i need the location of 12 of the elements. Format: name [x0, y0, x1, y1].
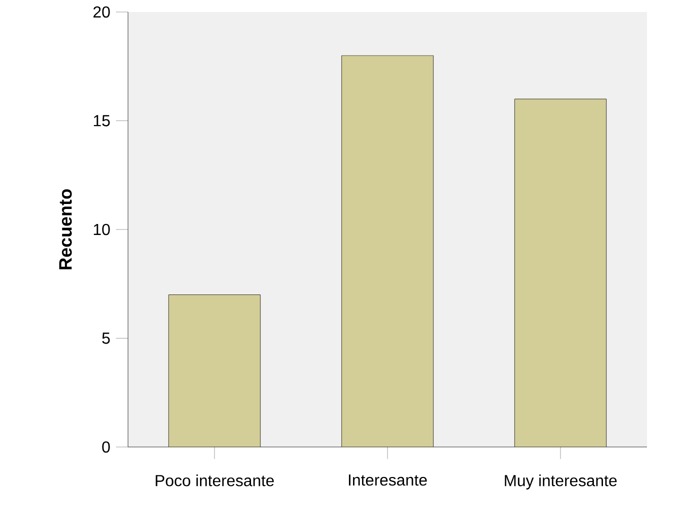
bar [342, 55, 434, 447]
y-tick-label: 0 [102, 441, 110, 453]
y-tick-label: 5 [102, 332, 110, 344]
bar [168, 294, 260, 447]
y-tick-label: 15 [94, 115, 110, 126]
x-tick-label: Poco interesante [156, 474, 274, 486]
x-tick-label: Interesante [348, 474, 427, 486]
y-tick-label: 20 [93, 6, 110, 18]
x-tick-label: Muy interesante [504, 474, 617, 490]
y-tick-label: 10 [94, 224, 110, 236]
y-axis-title: Recuento [59, 189, 72, 270]
bar [514, 98, 607, 447]
